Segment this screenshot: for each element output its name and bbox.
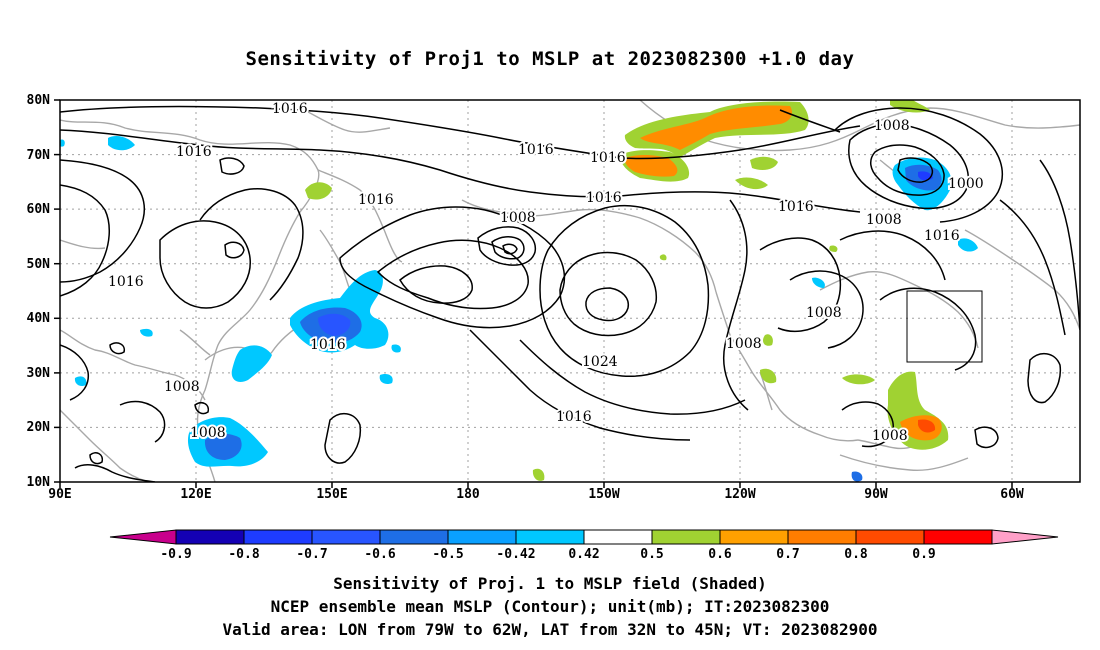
contour-label: 1016 [108, 274, 144, 290]
colorbar-label: 0.5 [640, 547, 663, 562]
contour-label: 1016 [778, 199, 814, 215]
contour-label: 1008 [872, 428, 908, 444]
contour-label: 1008 [164, 379, 200, 395]
lat-label: 70N [27, 148, 51, 163]
contour-label: 1008 [874, 118, 910, 134]
colorbar-boxes [109, 529, 1059, 545]
colorbar-box [175, 529, 245, 545]
colorbar-box [787, 529, 857, 545]
contour-label: 1008 [866, 212, 902, 228]
contour-label: 1008 [500, 210, 536, 226]
axis-ticks [54, 99, 1013, 488]
plot-frame [59, 99, 1081, 483]
colorbar-label: -0.8 [228, 547, 259, 562]
colorbar-label: 0.7 [776, 547, 799, 562]
lon-label: 150W [588, 487, 619, 502]
colorbar-label: -0.7 [296, 547, 327, 562]
contour-label: 1016 [924, 228, 960, 244]
colorbar-box [243, 529, 313, 545]
colorbar-label: -0.5 [432, 547, 463, 562]
contour-label: 1000 [948, 176, 984, 192]
caption-line-3: Valid area: LON from 79W to 62W, LAT fro… [222, 620, 878, 639]
lat-label: 50N [27, 257, 51, 272]
lon-label: 90W [864, 487, 888, 502]
lon-label: 90E [48, 487, 71, 502]
valid-area-box [906, 290, 983, 363]
caption-line-2: NCEP ensemble mean MSLP (Contour); unit(… [270, 597, 830, 616]
colorbar-box [923, 529, 993, 545]
colorbar-box [447, 529, 517, 545]
colorbar-label: -0.6 [364, 547, 395, 562]
lon-label: 120E [180, 487, 211, 502]
lon-label: 180 [456, 487, 480, 502]
colorbar-box [379, 529, 449, 545]
gridlines [60, 100, 1080, 482]
contour-label: 1016 [586, 190, 622, 206]
lat-label: 30N [27, 366, 51, 381]
colorbar-label: 0.42 [568, 547, 599, 562]
contour-label: 1024 [582, 354, 618, 370]
lon-label: 60W [1000, 487, 1024, 502]
contour-labels: 1016 1016 1016 1016 1016 1016 1016 1016 … [106, 100, 986, 446]
colorbar-label: 0.8 [844, 547, 868, 562]
caption-line-1: Sensitivity of Proj. 1 to MSLP field (Sh… [333, 574, 767, 593]
contour-label: 1016 [272, 101, 308, 117]
contour-label: 1016 [358, 192, 394, 208]
colorbar-arrow-low [109, 529, 177, 545]
colorbar: -0.9 -0.8 -0.7 -0.6 -0.5 -0.42 0.42 0.5 … [109, 529, 1059, 562]
colorbar-label: -0.42 [496, 547, 535, 562]
lat-label: 80N [27, 93, 51, 108]
colorbar-box [311, 529, 381, 545]
lat-label: 20N [27, 420, 51, 435]
longitude-labels: 90E 120E 150E 180 150W 120W 90W 60W [48, 487, 1024, 502]
colorbar-box [583, 529, 653, 545]
colorbar-label: 0.6 [708, 547, 732, 562]
contour-label: 1008 [726, 336, 762, 352]
lon-label: 120W [724, 487, 755, 502]
lat-label: 40N [27, 311, 51, 326]
mslp-contours [60, 105, 1080, 482]
colorbar-box [855, 529, 925, 545]
contour-label: 1016 [176, 144, 212, 160]
contour-label: 1008 [190, 425, 226, 441]
colorbar-box [651, 529, 721, 545]
colorbar-label: -0.9 [160, 547, 191, 562]
lon-label: 150E [316, 487, 347, 502]
contour-label: 1016 [556, 409, 592, 425]
latitude-labels: 80N 70N 60N 50N 40N 30N 20N 10N [27, 93, 51, 490]
lat-label: 60N [27, 202, 51, 217]
contour-label: 1016 [518, 142, 554, 158]
contour-label: 1016 [590, 150, 626, 166]
sensitivity-shading [60, 100, 978, 482]
contour-label: 1016 [310, 337, 346, 353]
map-title: Sensitivity of Proj1 to MSLP at 20230823… [245, 48, 855, 70]
colorbar-arrow-high [991, 529, 1059, 545]
colorbar-box [515, 529, 585, 545]
contour-label: 1008 [806, 305, 842, 321]
colorbar-labels: -0.9 -0.8 -0.7 -0.6 -0.5 -0.42 0.42 0.5 … [160, 547, 935, 562]
lat-label: 10N [27, 475, 51, 490]
colorbar-label: 0.9 [912, 547, 935, 562]
colorbar-box [719, 529, 789, 545]
